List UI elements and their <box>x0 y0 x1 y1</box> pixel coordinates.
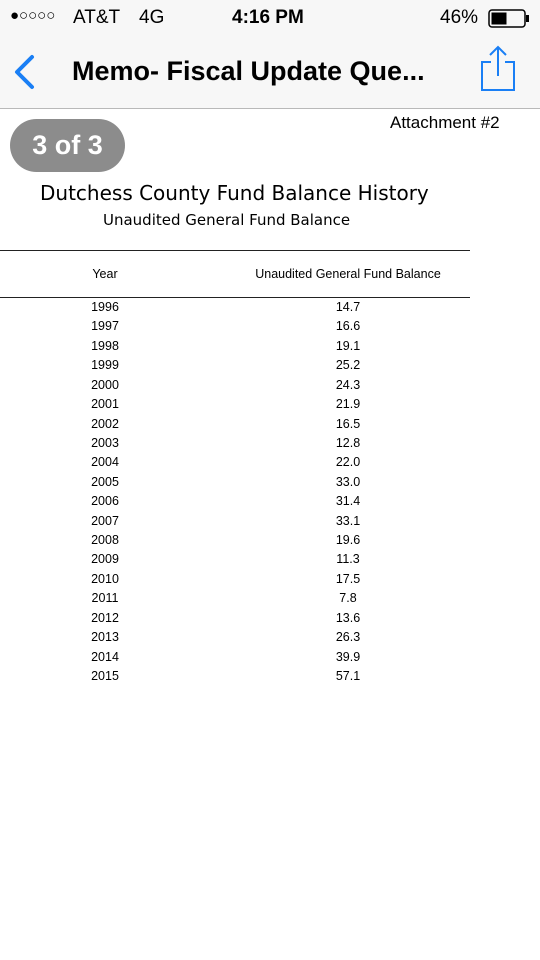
balance-cell: 11.3 <box>336 552 360 567</box>
attachment-label: Attachment #2 <box>390 113 500 132</box>
balance-cell: 25.2 <box>335 358 361 373</box>
battery-icon <box>488 9 529 28</box>
balance-cell: 17.5 <box>335 571 361 586</box>
balance-cell: 33.0 <box>335 474 361 489</box>
balance-cell: 13.6 <box>335 610 361 625</box>
network: 4G <box>139 7 165 28</box>
balance-cell: 14.7 <box>335 300 361 314</box>
carrier: AT&T <box>73 7 121 28</box>
nav-title: Memo- Fiscal Update Que... <box>72 56 425 86</box>
year-cell: 2011 <box>91 591 119 606</box>
balance-cell: 39.9 <box>335 649 361 664</box>
table-rule <box>0 250 470 251</box>
share-button[interactable] <box>478 44 518 94</box>
year-cell: 1998 <box>91 338 119 353</box>
balance-cell: 26.3 <box>335 630 361 645</box>
balance-cell: 19.1 <box>335 338 361 353</box>
balance-cell: 12.8 <box>335 435 361 450</box>
year-cell: 2003 <box>91 435 119 450</box>
year-cell: 2007 <box>91 513 119 528</box>
status-bar: ●○○○○ AT&T 4G 4:16 PM 46% <box>0 0 540 36</box>
balance-cell: 22.0 <box>335 455 361 470</box>
year-cell: 2013 <box>91 630 119 645</box>
doc-subtitle: Unaudited General Fund Balance <box>103 211 351 229</box>
nav-bar: Memo- Fiscal Update Que... <box>0 36 540 109</box>
year-cell: 2006 <box>91 494 119 509</box>
back-button[interactable] <box>12 54 38 90</box>
year-cell: 1997 <box>91 319 119 334</box>
balance-cell: 33.1 <box>335 513 361 528</box>
column-header: Unaudited General Fund Balance <box>255 267 441 281</box>
balance-cell: 19.6 <box>335 533 361 548</box>
balance-cell: 24.3 <box>335 377 361 392</box>
year-cell: 2012 <box>91 610 119 625</box>
year-cell: 2004 <box>91 455 119 470</box>
year-cell: 2008 <box>91 533 119 548</box>
balance-cell: 31.4 <box>335 494 361 509</box>
year-cell: 2009 <box>91 552 119 567</box>
signal: ●○○○○ <box>10 7 56 24</box>
year-cell: 2000 <box>91 377 119 392</box>
column-header: Year <box>92 267 118 281</box>
year-cell: 1996 <box>91 300 119 314</box>
table-rule <box>0 297 470 298</box>
clock: 4:16 PM <box>232 7 304 28</box>
year-cell: 2010 <box>91 571 119 586</box>
balance-cell: 21.9 <box>335 397 361 412</box>
balance-cell: 7.8 <box>339 591 357 606</box>
year-cell: 1999 <box>91 358 119 373</box>
doc-title: Dutchess County Fund Balance History <box>40 181 429 205</box>
balance-cell: 16.5 <box>335 416 361 431</box>
battery-percent: 46% <box>440 7 479 28</box>
year-cell: 2001 <box>91 397 119 412</box>
year-cell: 2015 <box>91 668 119 683</box>
year-cell: 2005 <box>91 474 119 489</box>
page-badge: 3 of 3 <box>10 119 125 172</box>
year-cell: 2002 <box>91 416 119 431</box>
balance-cell: 16.6 <box>335 319 361 334</box>
year-cell: 2014 <box>91 649 119 664</box>
balance-cell: 57.1 <box>335 668 361 683</box>
